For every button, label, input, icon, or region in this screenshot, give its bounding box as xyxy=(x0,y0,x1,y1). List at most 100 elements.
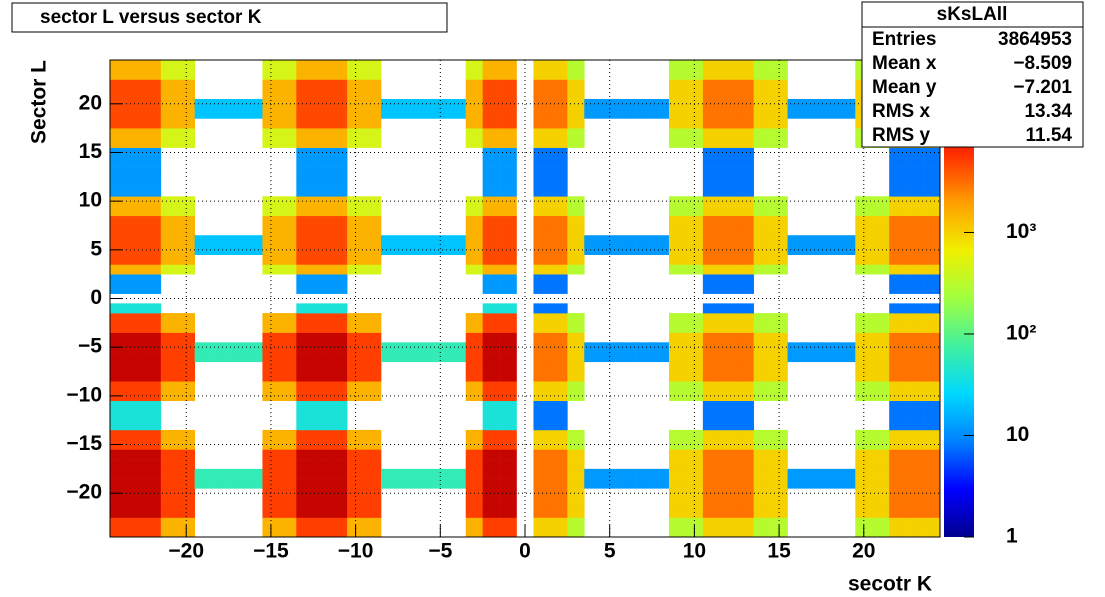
cell xyxy=(702,79,721,90)
cell xyxy=(685,498,704,509)
cell xyxy=(143,137,162,148)
cell xyxy=(465,215,483,226)
cell xyxy=(872,488,890,499)
cell xyxy=(465,352,483,363)
cell xyxy=(906,303,924,314)
cell xyxy=(906,507,924,518)
cell xyxy=(499,449,517,460)
cell xyxy=(889,381,907,392)
cell xyxy=(889,371,907,382)
cell xyxy=(702,118,721,129)
cell xyxy=(330,89,348,100)
cell xyxy=(313,274,331,285)
cell xyxy=(160,244,179,255)
cell xyxy=(906,332,924,343)
cell xyxy=(110,264,128,275)
cell xyxy=(296,60,314,71)
cell xyxy=(482,420,500,431)
cell xyxy=(668,206,687,217)
cell xyxy=(550,468,568,479)
cell xyxy=(177,332,195,343)
cell xyxy=(110,283,128,294)
cell xyxy=(279,527,297,538)
cell xyxy=(702,342,721,353)
cell xyxy=(313,176,331,187)
cell xyxy=(787,352,805,363)
cell xyxy=(279,244,297,255)
cell xyxy=(872,313,890,324)
cell xyxy=(770,60,788,71)
cell xyxy=(262,313,280,324)
cell xyxy=(364,225,382,236)
cell xyxy=(668,459,687,470)
cell xyxy=(465,264,483,275)
cell xyxy=(872,322,890,333)
cell xyxy=(499,390,517,402)
cell xyxy=(211,235,229,246)
cell xyxy=(550,400,568,411)
cell xyxy=(923,361,941,372)
cell xyxy=(753,235,771,246)
cell xyxy=(279,332,297,343)
cell xyxy=(482,69,500,80)
cell xyxy=(482,381,500,392)
cell xyxy=(330,215,348,226)
cell xyxy=(499,137,517,148)
cell xyxy=(110,361,128,372)
cell xyxy=(110,459,128,470)
cell xyxy=(110,274,128,285)
cell xyxy=(872,352,890,363)
cell xyxy=(736,225,754,236)
cell xyxy=(160,361,179,372)
cell xyxy=(330,449,348,460)
cell xyxy=(499,322,517,333)
cell xyxy=(702,157,721,168)
cell xyxy=(770,517,788,528)
cell xyxy=(923,206,941,217)
cell xyxy=(567,137,585,148)
cell xyxy=(618,478,636,489)
cell xyxy=(364,79,382,90)
cell xyxy=(685,517,704,528)
cell xyxy=(143,420,162,431)
cell xyxy=(567,468,585,479)
cell xyxy=(482,118,500,129)
cell xyxy=(143,196,162,207)
cell xyxy=(482,108,500,119)
cell xyxy=(702,449,721,460)
cell xyxy=(533,264,551,275)
cell xyxy=(160,313,179,324)
cell xyxy=(482,478,500,489)
cell xyxy=(160,517,179,528)
cell xyxy=(364,507,382,518)
cell xyxy=(347,244,365,255)
cell xyxy=(482,157,500,168)
cell xyxy=(736,517,754,528)
cell xyxy=(177,361,195,372)
cell xyxy=(126,206,145,217)
cell xyxy=(262,322,280,333)
cell xyxy=(330,274,348,285)
cell xyxy=(177,449,195,460)
cell xyxy=(753,89,771,100)
cell xyxy=(533,313,551,324)
cell xyxy=(770,342,788,353)
cell xyxy=(482,303,500,314)
cell xyxy=(143,60,162,71)
cell xyxy=(364,89,382,100)
cell xyxy=(330,128,348,139)
cell xyxy=(770,128,788,139)
cell xyxy=(110,507,128,518)
cell xyxy=(177,118,195,129)
cell xyxy=(719,517,738,528)
cell xyxy=(262,137,280,148)
cell xyxy=(228,478,246,489)
cell xyxy=(347,206,365,217)
cell xyxy=(533,459,551,470)
cell xyxy=(228,468,246,479)
cell xyxy=(397,352,416,363)
cell xyxy=(889,147,907,158)
cell xyxy=(550,60,568,71)
cell xyxy=(313,390,331,402)
cell xyxy=(567,79,585,90)
